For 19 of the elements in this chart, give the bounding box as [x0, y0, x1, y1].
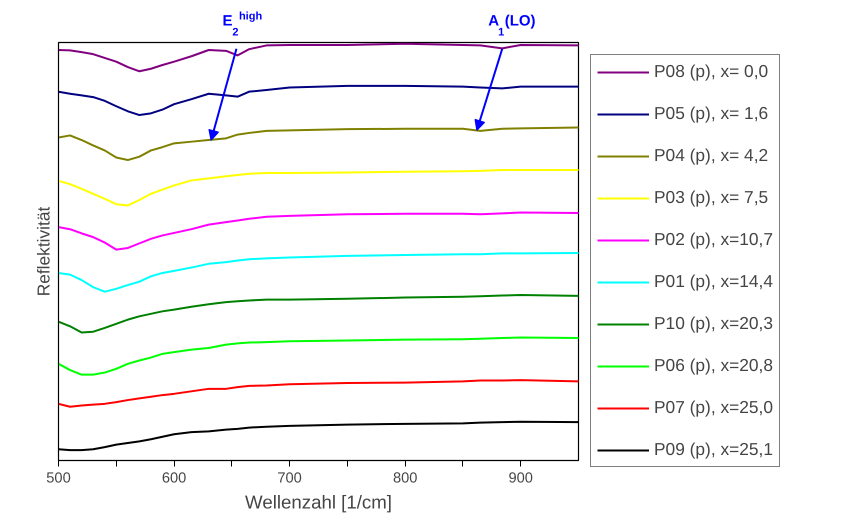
y-axis-title: Reflektivität — [34, 206, 54, 296]
x-tick-label: 500 — [46, 470, 71, 486]
legend-label: P01 (p), x=14,4 — [654, 271, 773, 292]
legend-label: P08 (p), x= 0,0 — [654, 61, 768, 82]
legend-label: P02 (p), x=10,7 — [654, 229, 773, 250]
x-tick-label: 800 — [392, 470, 418, 486]
annotation: E2high — [222, 10, 262, 38]
annotation: A1 (LO) — [488, 12, 536, 38]
legend-label: P10 (p), x=20,3 — [654, 313, 773, 334]
legend-label: P07 (p), x=25,0 — [654, 397, 773, 418]
legend-label: P04 (p), x= 4,2 — [654, 145, 768, 166]
x-tick-label: 700 — [277, 470, 302, 486]
x-tick-label: 900 — [508, 470, 533, 486]
x-axis-title: Wellenzahl [1/cm] — [245, 492, 392, 512]
legend-label: P05 (p), x= 1,6 — [654, 103, 768, 124]
legend-label: P03 (p), x= 7,5 — [654, 187, 768, 208]
legend-label: P09 (p), x=25,1 — [654, 439, 773, 460]
legend-label: P06 (p), x=20,8 — [654, 355, 773, 376]
x-tick-label: 600 — [162, 470, 186, 486]
